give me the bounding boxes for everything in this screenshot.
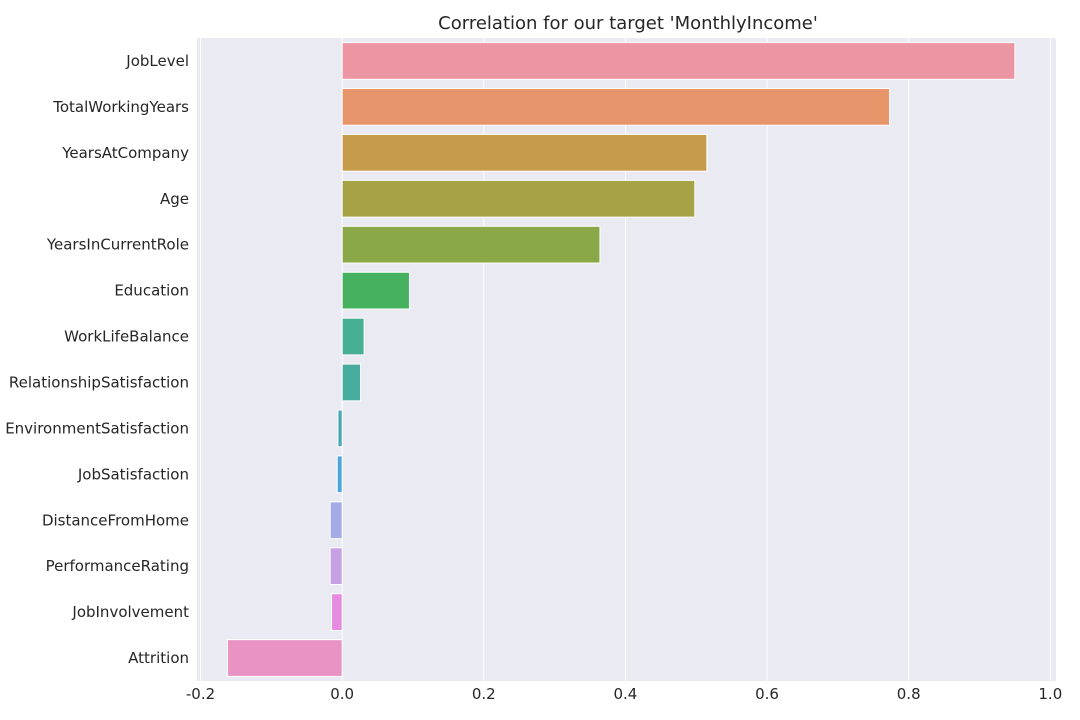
y-tick-label: YearsInCurrentRole (46, 236, 189, 254)
y-tick-label: DistanceFromHome (42, 511, 189, 529)
bar-environmentsatisfaction (337, 409, 343, 448)
y-tick-label: WorkLifeBalance (64, 328, 189, 346)
bar-yearsatcompany (341, 133, 708, 172)
x-tick-label: -0.2 (186, 685, 215, 703)
x-tick-label: 0.6 (755, 685, 779, 703)
bar-education (341, 271, 410, 310)
bar-age (341, 179, 696, 218)
bar-relationshipsatisfaction (341, 363, 362, 402)
bars (226, 42, 1016, 677)
y-tick-label: JobSatisfaction (77, 465, 189, 483)
x-tick-label: 0.0 (330, 685, 354, 703)
bar-yearsincurrentrole (341, 225, 601, 264)
x-tick-label: 0.4 (614, 685, 638, 703)
y-tick-label: TotalWorkingYears (52, 98, 189, 116)
y-tick-label: JobLevel (125, 52, 189, 70)
x-tick-label: 1.0 (1038, 685, 1062, 703)
chart-title: Correlation for our target 'MonthlyIncom… (438, 13, 818, 34)
bar-worklifebalance (341, 317, 365, 356)
y-tick-label: PerformanceRating (46, 557, 189, 575)
bar-jobinvolvement (331, 593, 343, 631)
bar-joblevel (341, 42, 1016, 80)
y-tick-label: JobInvolvement (71, 603, 189, 621)
y-tick-labels: JobLevel TotalWorkingYears YearsAtCompany A… (5, 52, 189, 667)
y-tick-label: Education (114, 282, 189, 300)
x-tick-labels: -0.2 0.0 0.2 0.4 0.6 0.8 1.0 (186, 685, 1062, 703)
bar-totalworkingyears (341, 88, 891, 126)
y-tick-label: EnvironmentSatisfaction (5, 419, 189, 437)
bar-distancefromhome (329, 501, 343, 540)
bar-attrition (226, 639, 343, 677)
y-tick-label: Attrition (128, 649, 189, 667)
y-tick-label: YearsAtCompany (61, 144, 189, 162)
x-tick-label: 0.8 (897, 685, 921, 703)
bar-performancerating (329, 547, 343, 586)
bar-jobsatisfaction (336, 455, 343, 494)
y-tick-label: Age (160, 190, 189, 208)
y-tick-label: RelationshipSatisfaction (9, 373, 189, 391)
x-tick-label: 0.2 (472, 685, 496, 703)
